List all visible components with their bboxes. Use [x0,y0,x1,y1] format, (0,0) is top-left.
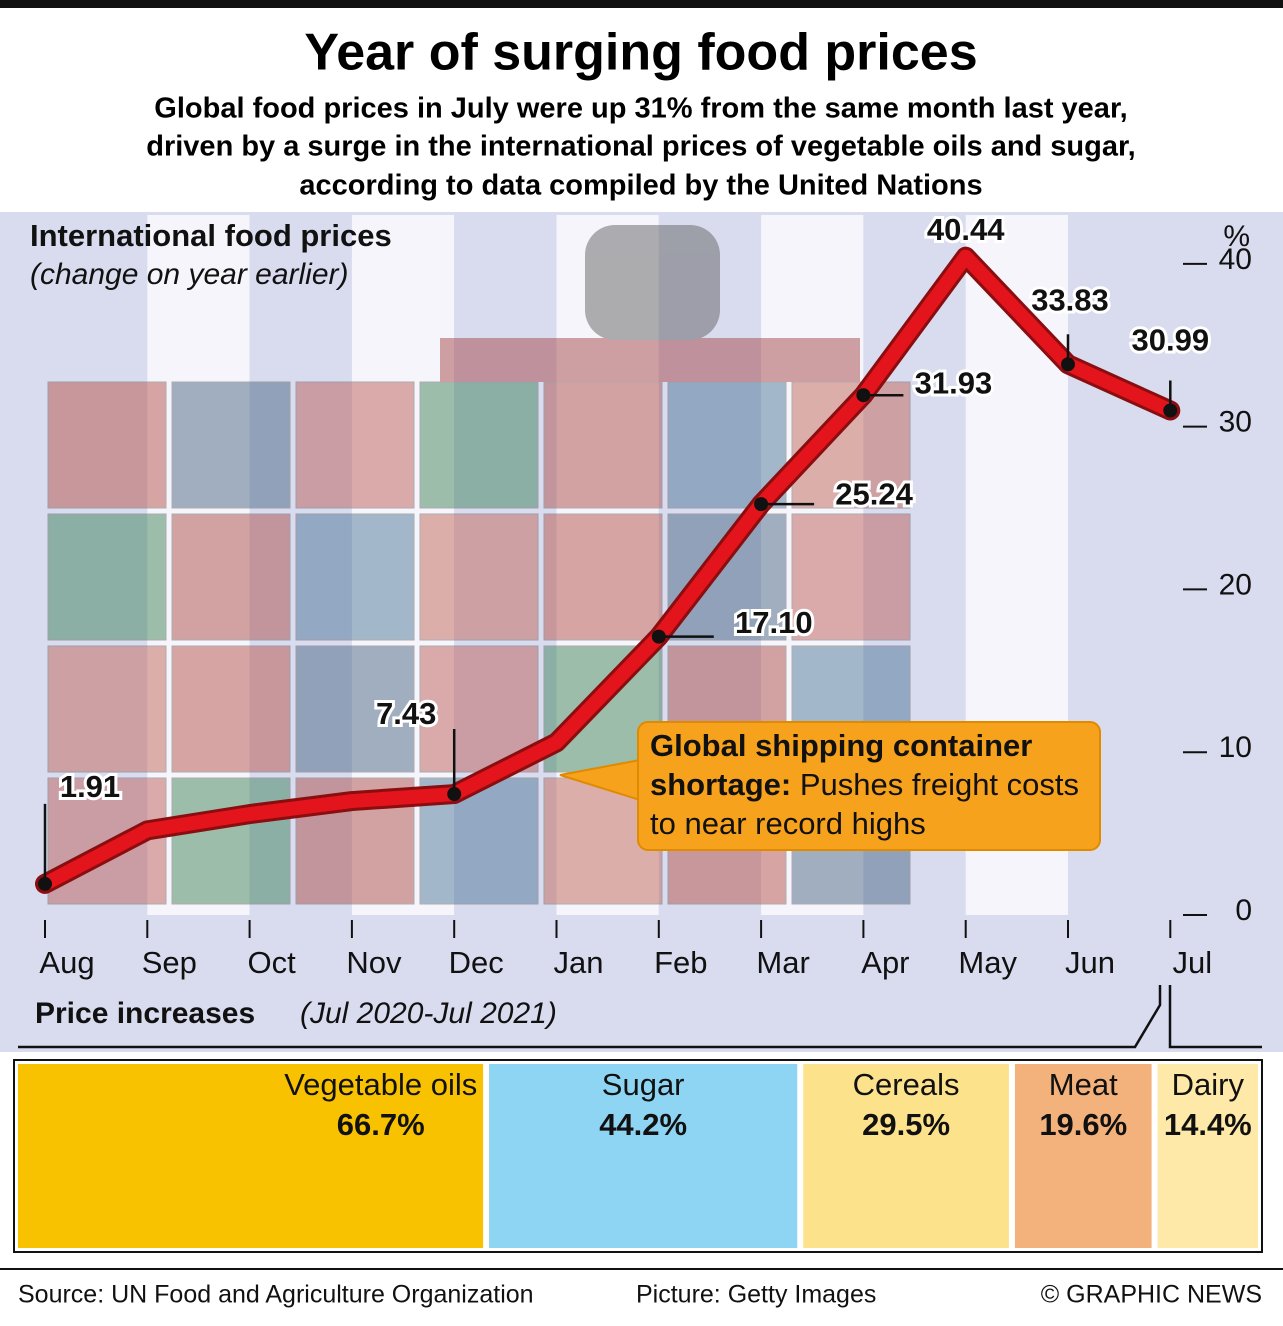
point [1061,357,1075,372]
chart-subtitle: (change on year earlier) [30,258,349,291]
bar-value: 29.5% [862,1107,950,1142]
subtitle: Global food prices in July were up 31% f… [154,93,1127,125]
bar-name: Meat [1049,1067,1118,1102]
callout-body: Pushes freight costs to near record high… [650,767,1080,841]
bracket [18,985,1262,1049]
photo-ship [440,338,860,382]
photo-container [419,513,539,641]
line [38,249,1178,891]
subtitle: according to data compiled by the United… [299,170,982,202]
callout-text: Global shipping container shortage: Push… [650,726,1100,843]
point [38,876,52,891]
x-tick-label: Sep [142,945,197,980]
x-tick-label: Feb [654,945,707,980]
y-tick-label: 10 [1219,731,1252,764]
subtitle: driven by a surge in the international p… [146,131,1135,163]
bar-value: 19.6% [1039,1107,1127,1142]
x-tick-label: Oct [247,945,296,980]
y-tick-label: 20 [1219,568,1252,601]
x-tick-label: Nov [346,945,402,980]
bar-name: Sugar [602,1067,685,1102]
footer-rule [0,1268,1283,1270]
copyright: © GRAPHIC NEWS [1041,1281,1262,1309]
point [754,497,769,512]
picture-credit: Picture: Getty Images [636,1281,876,1309]
y-unit: % [1223,220,1250,253]
point [1163,403,1178,418]
photo-container [47,381,167,509]
photo-container [171,381,291,509]
photo-funnel [585,225,720,340]
chart-title: International food prices [30,218,392,253]
y-tick-label: 0 [1235,894,1252,927]
bar-name: Vegetable oils [284,1067,477,1102]
photo-container [791,513,911,641]
bar-subtitle: (Jul 2020-Jul 2021) [300,997,557,1030]
x-tick-label: Aug [39,945,94,980]
x-tick-label: Jul [1172,945,1212,980]
source: Source: UN Food and Agriculture Organiza… [18,1281,534,1309]
top-rule [0,0,1283,8]
data-label: 17.10 [735,605,813,640]
data-label: 30.99 [1132,323,1210,358]
photo-container [171,777,291,905]
bar-value: 44.2% [599,1107,687,1142]
bar [1157,1064,1258,1248]
bar [18,1064,484,1248]
bar-name: Cereals [853,1067,960,1102]
photo-container [295,513,415,641]
column-band [45,215,148,915]
x-tick-label: Jan [554,945,604,980]
point [856,388,871,403]
bar-value: 66.7% [337,1107,425,1142]
x-tick-label: Apr [861,945,909,980]
photo-container [543,381,663,509]
column-band [147,215,250,915]
column-band [454,215,557,915]
data-label: 7.43 [376,696,436,731]
point [651,629,666,644]
data-label: 33.83 [1031,282,1109,317]
photo-container [47,645,167,773]
callout-bold: Global shipping container shortage: [650,728,1033,802]
photo-container [171,645,291,773]
data-label: 31.93 [915,365,993,400]
y-tick-label: 30 [1219,406,1252,439]
photo-container [419,381,539,509]
bar-title: Price increases [35,997,255,1030]
data-label: 1.91 [60,769,120,804]
bar [1014,1064,1152,1248]
bar-value: 14.4% [1164,1107,1252,1142]
bar-name: Dairy [1172,1067,1245,1102]
photo-container [295,645,415,773]
title: Year of surging food prices [304,24,977,82]
photo-container [47,513,167,641]
point [447,787,462,802]
bar [803,1064,1009,1248]
callout-box [637,721,1101,851]
x-tick-label: May [958,945,1017,980]
photo-container [171,513,291,641]
photo-container [295,381,415,509]
x-tick-label: Dec [449,945,504,980]
data-label: 25.24 [835,476,913,511]
x-tick-label: Jun [1065,945,1115,980]
photo-container [543,513,663,641]
y-tick-label: 40 [1219,243,1252,276]
x-tick-label: Mar [756,945,809,980]
data-label: 40.44 [927,212,1005,247]
bar [489,1064,798,1248]
